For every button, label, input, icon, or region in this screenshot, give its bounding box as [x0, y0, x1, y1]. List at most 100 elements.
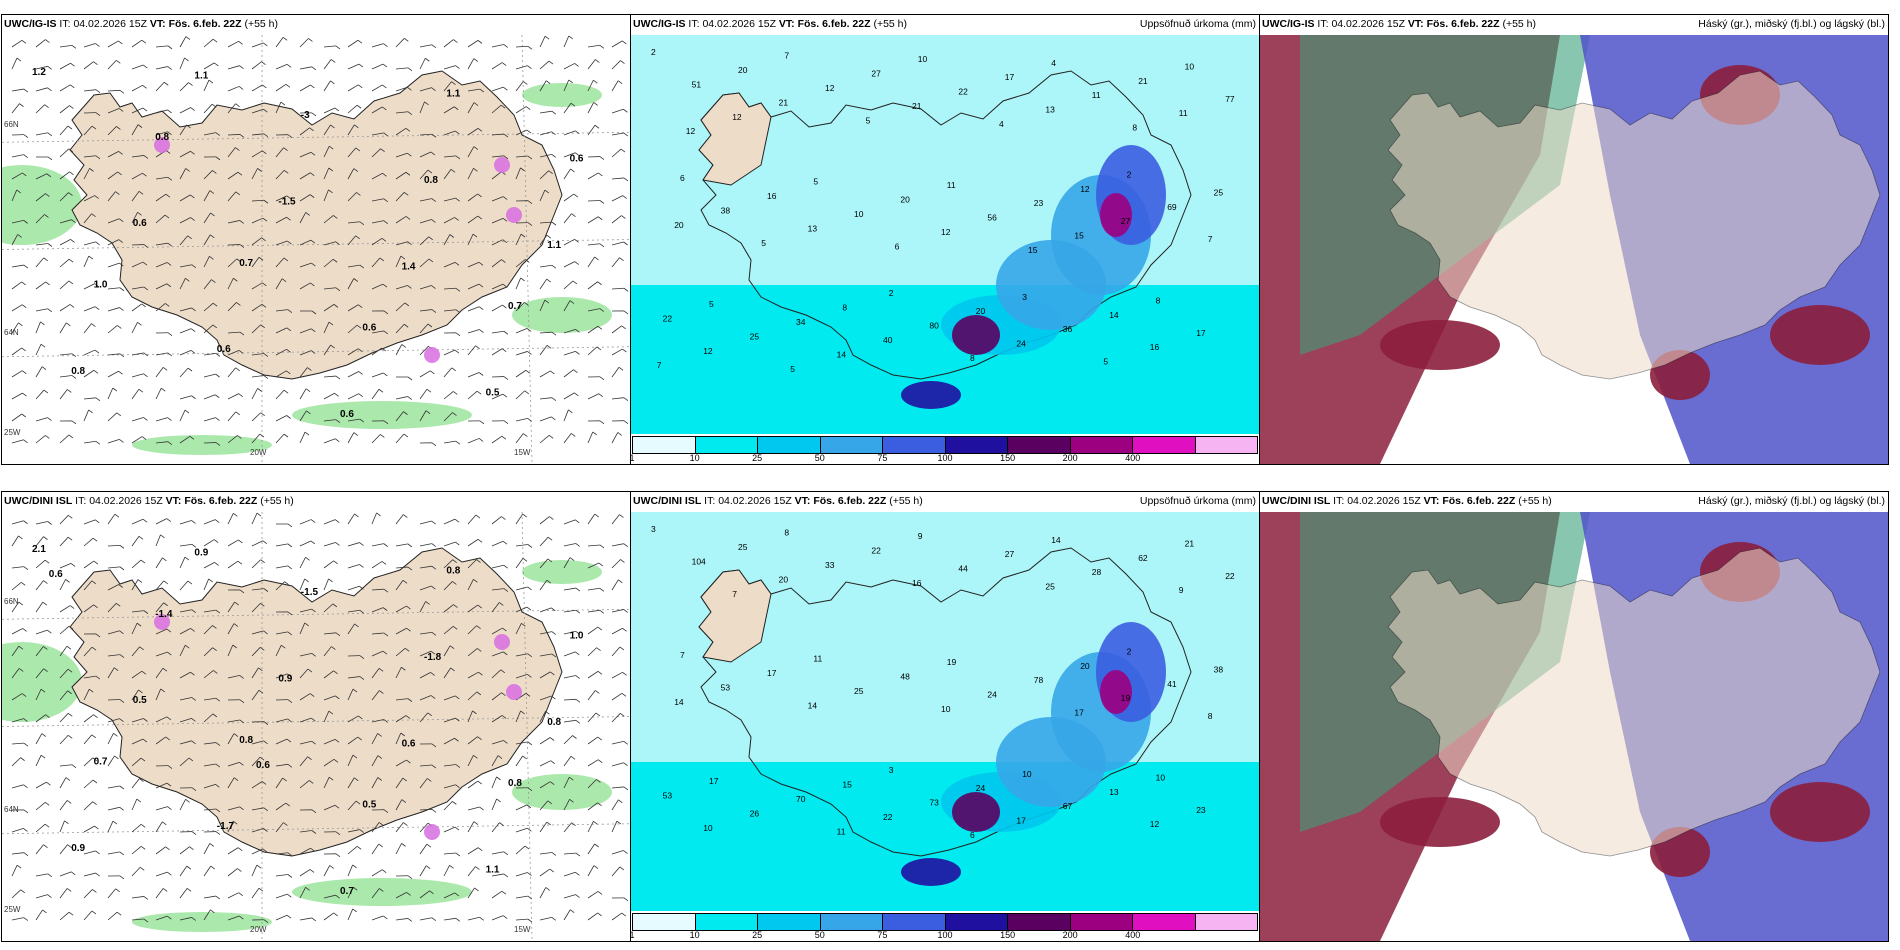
wind-barb [539, 416, 552, 422]
wind-barb [515, 328, 528, 334]
wind-value-label: 0.6 [217, 344, 231, 355]
wind-barb [275, 257, 285, 268]
wind-barb [83, 241, 96, 246]
wind-barb [443, 217, 455, 224]
wind-barb [131, 155, 144, 158]
wind-barb [539, 278, 548, 290]
wind-barb [179, 194, 191, 202]
wind-barb [299, 66, 312, 70]
wind-barb [251, 756, 261, 767]
wind-value-label: 0.7 [94, 756, 108, 767]
wind-barb [563, 328, 576, 334]
wind-barb [323, 438, 336, 444]
wind-barb [227, 331, 240, 334]
wind-barb [11, 828, 24, 833]
precip-value-label: 9 [1179, 585, 1184, 595]
wind-barb [203, 713, 214, 723]
wind-barb [347, 39, 359, 48]
wind-barb [203, 609, 216, 613]
wind-barb [227, 302, 237, 312]
wind-barb [443, 717, 456, 723]
precip-value-label: 8 [1208, 711, 1213, 721]
wind-barb [419, 890, 430, 899]
wind-barb [443, 826, 456, 833]
precip-value-label: 73 [929, 798, 939, 808]
precip-value-label: 24 [987, 690, 997, 700]
wind-barb [371, 607, 384, 613]
wind-barb [611, 148, 622, 158]
wind-barb [515, 586, 528, 591]
wind-barb [83, 213, 92, 224]
wind-barb [347, 304, 359, 312]
wind-barb [59, 844, 68, 855]
wind-barb [155, 242, 168, 246]
wind-barb [275, 433, 285, 444]
precip-value-label: 21 [1185, 538, 1195, 548]
wind-barb [611, 866, 621, 877]
precip-value-label: 9 [918, 531, 923, 541]
wind-barb [515, 65, 528, 70]
wind-barb [539, 345, 548, 356]
wind-barb [251, 61, 262, 70]
precip-value-label: 16 [1150, 342, 1160, 352]
wind-barb [251, 84, 263, 92]
wind-barb [131, 670, 143, 679]
wind-barb [515, 167, 521, 180]
wind-barb [203, 519, 216, 525]
wind-barb [251, 864, 258, 877]
wind-value-label: 0.9 [278, 674, 292, 685]
wind-barb [251, 257, 260, 268]
wind-value-label: 0.6 [570, 153, 584, 164]
wind-barb [371, 888, 380, 899]
wind-barb [419, 87, 432, 92]
wind-barb [11, 668, 20, 679]
wind-barb [443, 764, 456, 767]
wind-barb [611, 627, 623, 635]
wind-barb [611, 432, 619, 444]
wind-barb [203, 843, 211, 855]
precip-value-label: 5 [1103, 357, 1108, 367]
wind-barb [275, 370, 287, 378]
wind-barb [83, 889, 93, 899]
wind-barb [11, 189, 18, 202]
wind-barb [347, 168, 355, 180]
wind-barb [251, 133, 264, 136]
wind-barb [11, 304, 23, 312]
wind-barb [443, 169, 452, 180]
wind-barb [587, 626, 599, 635]
wind-barb [347, 908, 354, 921]
wind-barb [83, 519, 96, 525]
wind-barb [107, 126, 117, 136]
wind-barb [203, 763, 216, 767]
wind-barb [131, 536, 140, 547]
wind-barb [203, 394, 216, 400]
wind-barb [107, 888, 116, 899]
precip-value-label: 38 [721, 205, 731, 215]
wind-barb [371, 915, 384, 921]
precip-value-label: 5 [709, 299, 714, 309]
wind-barb [467, 128, 479, 136]
wind-barb [11, 370, 23, 378]
wind-barb [275, 543, 288, 547]
wind-barb [539, 221, 552, 224]
legend-tick-label: 50 [814, 930, 825, 940]
wind-barb [35, 601, 44, 613]
wind-barb [539, 631, 552, 635]
precip-value-label: 38 [1214, 664, 1224, 674]
wind-barb [299, 350, 312, 356]
coordinate-label: 64N [4, 805, 19, 814]
wind-barb [35, 823, 46, 833]
wind-barb [419, 101, 425, 114]
wind-barb [59, 84, 71, 92]
wind-barb [323, 167, 330, 180]
wind-barb [299, 578, 306, 591]
wind-barb [467, 215, 479, 224]
precip-value-label: 41 [1167, 679, 1177, 689]
wind-barb [227, 191, 237, 202]
wind-barb [491, 540, 504, 547]
wind-barb [515, 155, 528, 158]
wind-barb [323, 695, 336, 701]
precip-value-label: 2 [1127, 646, 1132, 656]
wind-barb [563, 193, 575, 202]
wind-barb [323, 519, 336, 525]
